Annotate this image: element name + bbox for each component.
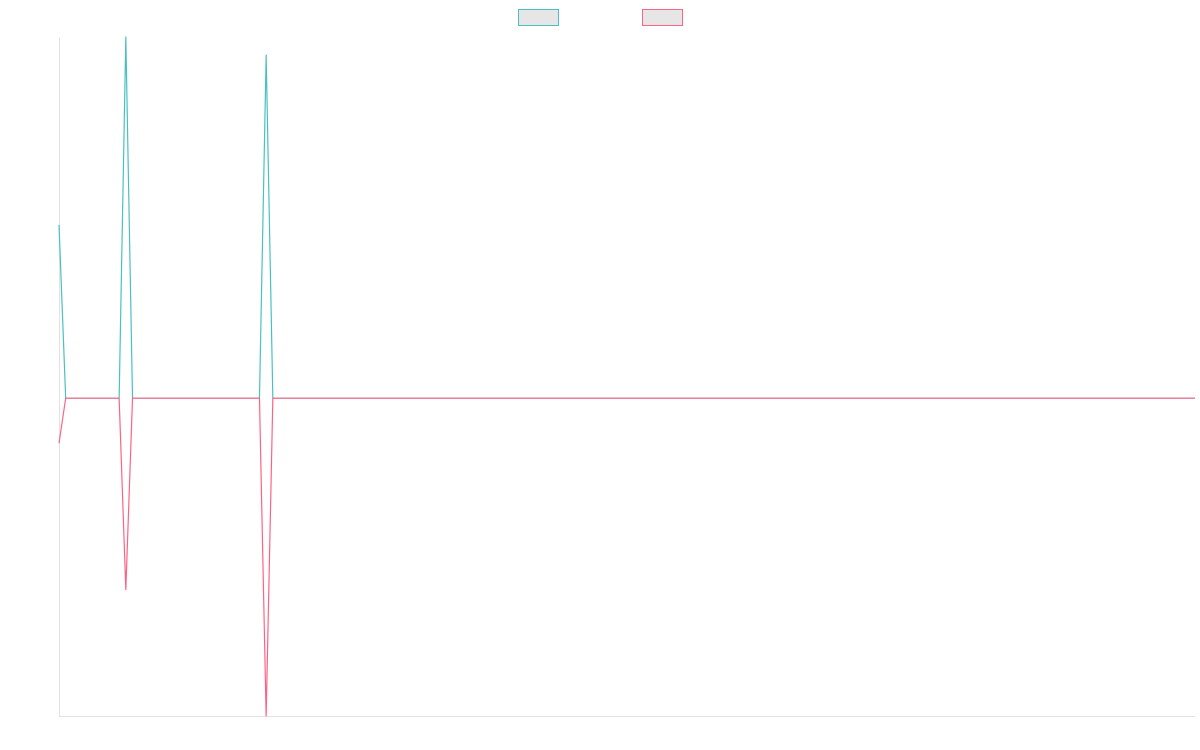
legend-swatch	[518, 9, 559, 26]
series-line	[58, 36, 1195, 399]
legend-swatch	[642, 9, 683, 26]
series-line	[58, 397, 1195, 717]
